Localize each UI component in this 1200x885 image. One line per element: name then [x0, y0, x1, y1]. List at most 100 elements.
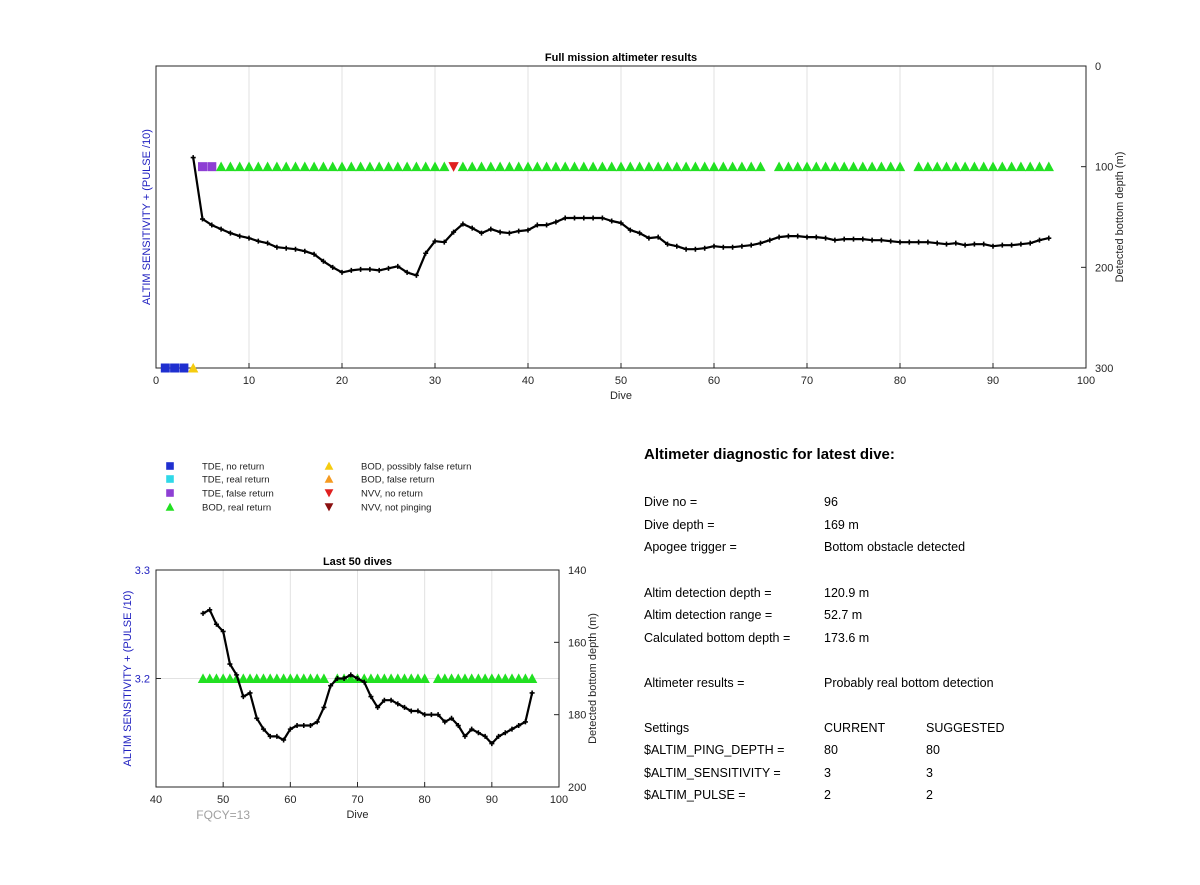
depth-point — [525, 227, 531, 233]
marker-bod-real-return — [392, 673, 403, 683]
marker-bod-real-return — [253, 161, 264, 172]
ping-depth-suggested: 80 — [926, 743, 940, 757]
depth-point — [395, 263, 401, 269]
results-label: Altimeter results = — [644, 676, 745, 690]
legend-label: NVV, not pinging — [361, 503, 431, 514]
marker-bod-real-return — [379, 673, 390, 683]
marker-bod-real-return — [338, 673, 350, 683]
marker-bod-real-return — [1025, 161, 1036, 172]
depth-point — [209, 222, 215, 228]
depth-point — [516, 723, 522, 729]
depth-point — [832, 237, 838, 243]
depth-point — [422, 712, 428, 718]
pulse-suggested: 2 — [926, 788, 933, 802]
marker-bod-real-return — [412, 673, 424, 683]
x-axis-label: Dive — [610, 390, 632, 402]
depth-point — [220, 628, 226, 634]
marker-bod-real-return — [290, 161, 301, 172]
depth-point — [627, 227, 633, 233]
x-tick-label: 70 — [801, 375, 813, 387]
marker-bod-real-return — [399, 673, 410, 683]
marker-bod-real-return — [987, 161, 999, 172]
depth-point — [274, 244, 280, 250]
y-left-axis-label: ALTIM SENSITIVITY + (PULSE /10) — [141, 129, 153, 305]
depth-point — [283, 245, 289, 251]
marker-bod-real-return — [479, 673, 491, 683]
marker-bod-real-return — [560, 161, 571, 172]
depth-point — [562, 215, 568, 221]
depth-point — [758, 240, 763, 246]
x-tick-label: 10 — [243, 375, 255, 387]
marker-bod-real-return — [811, 161, 822, 172]
marker-bod-real-return — [587, 161, 599, 172]
depth-point — [1027, 240, 1033, 246]
legend-label: TDE, real return — [202, 475, 270, 486]
marker-bod-real-return — [615, 161, 627, 172]
depth-point — [665, 241, 670, 247]
depth-point — [534, 222, 540, 228]
depth-point — [375, 704, 381, 710]
depth-point — [265, 240, 271, 246]
marker-bod-real-return — [231, 673, 242, 683]
pulse-current: 2 — [824, 788, 831, 802]
x-tick-label: 60 — [708, 375, 720, 387]
y-right-tick-label: 100 — [1095, 162, 1113, 174]
depth-point — [944, 241, 949, 247]
depth-point — [599, 215, 605, 221]
depth-point — [767, 237, 773, 243]
depth-point — [506, 230, 512, 236]
marker-bod-real-return — [625, 161, 636, 172]
marker-tde-false-return — [198, 162, 207, 172]
chart-title: Last 50 dives — [323, 556, 392, 568]
y-right-axis-label: Detected bottom depth (m) — [1114, 152, 1126, 283]
marker-bod-real-return — [485, 161, 496, 172]
depth-point — [200, 610, 206, 616]
depth-point — [851, 236, 856, 242]
depth-point — [247, 690, 253, 696]
marker-bod-real-return — [383, 161, 394, 172]
depth-point — [287, 726, 293, 732]
y-right-tick-label: 200 — [568, 782, 586, 794]
depth-point — [544, 222, 550, 228]
depth-point — [428, 712, 434, 718]
marker-bod-real-return — [432, 673, 444, 683]
marker-bod-real-return — [522, 161, 534, 172]
marker-bod-real-return — [327, 161, 338, 172]
pulse-label: $ALTIM_PULSE = — [644, 788, 746, 802]
depth-point — [404, 269, 410, 275]
detection-range-label: Altim detection range = — [644, 608, 773, 622]
depth-point — [207, 607, 213, 613]
marker-bod-real-return — [411, 161, 422, 172]
legend-marker-nvv-no-return — [324, 489, 334, 498]
depth-point — [307, 723, 313, 729]
diagnostic-title: Altimeter diagnostic for latest dive: — [644, 446, 895, 463]
settings-suggested-header: SUGGESTED — [926, 721, 1005, 735]
depth-point — [294, 723, 300, 729]
marker-bod-real-return — [439, 161, 450, 172]
depth-point — [916, 239, 922, 245]
marker-bod-real-return — [541, 161, 552, 172]
depth-point — [260, 726, 266, 732]
marker-bod-real-return — [467, 161, 478, 172]
depth-point — [637, 230, 643, 236]
marker-bod-real-return — [476, 161, 487, 172]
depth-point — [953, 240, 959, 246]
depth-point — [281, 737, 287, 743]
marker-bod-real-return — [727, 161, 738, 172]
marker-bod-real-return — [876, 161, 887, 172]
marker-bod-real-return — [439, 673, 450, 683]
marker-bod-real-return — [839, 161, 850, 172]
depth-point — [529, 690, 535, 696]
depth-point — [618, 220, 624, 226]
x-tick-label: 80 — [419, 794, 431, 806]
legend-marker-bod-false-return — [324, 474, 334, 483]
marker-bod-real-return — [526, 673, 538, 683]
depth-point — [413, 272, 419, 278]
marker-bod-real-return — [332, 673, 343, 683]
marker-tde-false-return — [207, 162, 217, 172]
y-right-tick-label: 140 — [568, 565, 586, 577]
marker-bod-real-return — [578, 161, 589, 172]
marker-bod-real-return — [406, 673, 417, 683]
plot-frame — [155, 569, 560, 788]
marker-bod-real-return — [308, 161, 320, 172]
